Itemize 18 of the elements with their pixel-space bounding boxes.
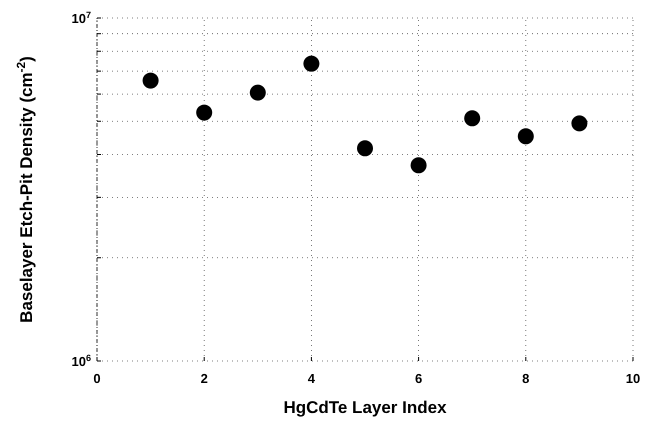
- point: [250, 84, 266, 101]
- point: [464, 110, 480, 126]
- x-tick-label: 8: [522, 371, 530, 386]
- point: [571, 115, 588, 132]
- point: [410, 157, 427, 174]
- x-tick-label: 0: [93, 371, 101, 386]
- y-tick-label: 10$^{7}$: [71, 10, 91, 26]
- x-tick-label: 4: [308, 371, 316, 386]
- point: [303, 56, 320, 72]
- point: [518, 128, 534, 144]
- x-tick-label: 10: [626, 371, 640, 386]
- point: [142, 72, 159, 89]
- point: [357, 140, 373, 156]
- point: [196, 104, 212, 121]
- y-tick-label: 10$^{6}$: [71, 353, 91, 369]
- x-tick-label: 2: [200, 371, 208, 386]
- x-axis-title: HgCdTe Layer Index: [283, 398, 448, 417]
- x-tick-label: 6: [414, 371, 422, 386]
